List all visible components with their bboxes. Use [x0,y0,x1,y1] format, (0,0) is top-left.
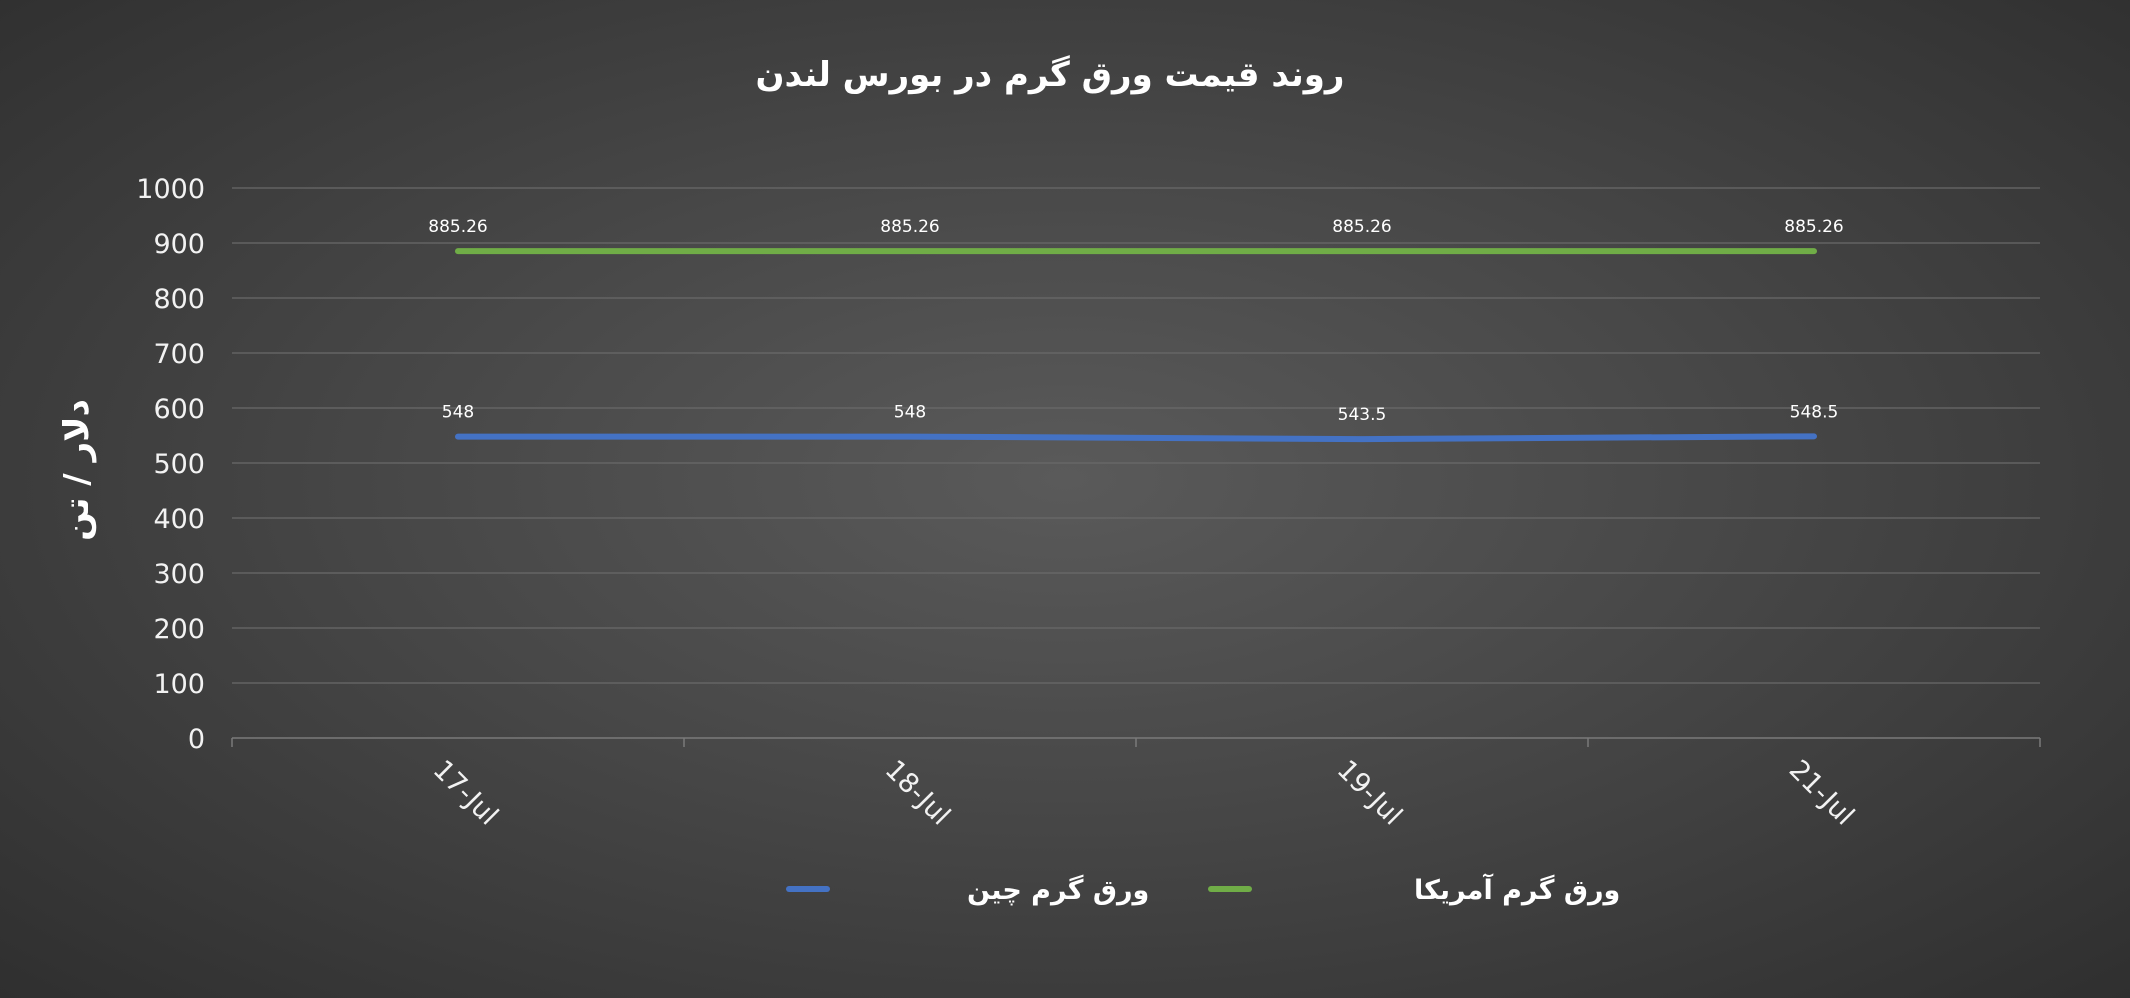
data-labels: 548 548 543.5 548.5 885.26 885.26 885.26 885.26 [428,217,1843,425]
series-lines [455,248,1817,443]
data-label: 885.26 [1784,217,1843,237]
chart-title: روند قیمت ورق گرم در بورس لندن [756,55,1345,95]
y-tick-label: 700 [153,339,205,370]
y-tick-label: 0 [188,724,205,755]
x-tick-label: 19-Jul [1331,754,1408,831]
data-label: 885.26 [428,217,487,237]
legend-label: ورق گرم چین [967,874,1149,906]
data-label: 548 [894,403,926,423]
y-tick-label: 200 [153,614,205,645]
x-tick-label: 17-Jul [427,754,504,831]
data-label: 548.5 [1790,402,1839,422]
y-tick-label: 100 [153,669,205,700]
legend-label: ورق گرم آمریکا [1414,873,1620,906]
axes [231,737,2041,747]
data-label: 543.5 [1338,405,1387,425]
x-tick-labels: 17-Jul 18-Jul 19-Jul 21-Jul [427,754,1860,831]
data-label: 885.26 [880,217,939,237]
y-tick-label: 800 [153,284,205,315]
series-line [455,433,1817,443]
y-tick-label: 400 [153,504,205,535]
y-tick-label: 1000 [136,174,205,205]
x-tick-label: 18-Jul [879,754,956,831]
legend: ورق گرم چین ورق گرم آمریکا [786,873,1620,906]
y-tick-label: 600 [153,394,205,425]
data-label: 548 [442,403,474,423]
gridlines [232,187,2040,684]
x-tick-label: 21-Jul [1783,754,1860,831]
y-axis-label: دلار / تن [57,399,97,541]
y-tick-labels: 0 100 200 300 400 500 600 700 800 900 1000 [136,174,205,755]
y-tick-label: 900 [153,229,205,260]
data-label: 885.26 [1332,217,1391,237]
y-tick-label: 300 [153,559,205,590]
y-tick-label: 500 [153,449,205,480]
